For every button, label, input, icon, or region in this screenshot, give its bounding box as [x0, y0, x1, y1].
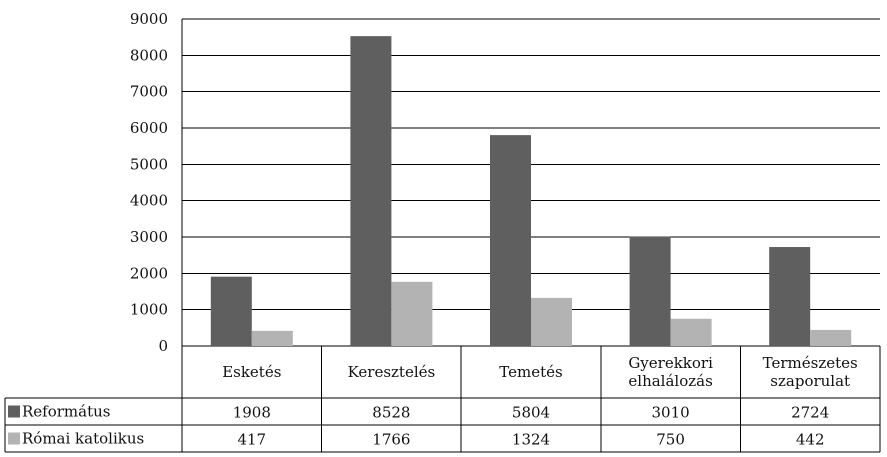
bar-romai-katolikus [810, 329, 852, 346]
data-table-value: 3010 [652, 404, 690, 422]
bar-reformatus [350, 36, 392, 347]
bar-romai-katolikus [670, 318, 712, 346]
data-table-value: 1766 [372, 431, 410, 449]
legend-label: Református [22, 403, 110, 421]
bar-reformatus [210, 276, 252, 346]
bar-romai-katolikus [391, 281, 433, 346]
data-table-value: 5804 [512, 404, 550, 422]
bar-romai-katolikus [531, 297, 572, 346]
category-label: Keresztelés [348, 363, 436, 381]
category-label: Természetes [763, 354, 858, 372]
data-table-value: 417 [237, 431, 266, 449]
y-tick-label: 2000 [130, 264, 168, 282]
data-table-value: 750 [656, 431, 685, 449]
data-table-value: 1324 [512, 431, 550, 449]
y-tick-label: 4000 [130, 192, 168, 210]
data-table-value: 1908 [233, 404, 271, 422]
y-tick-label: 6000 [130, 119, 168, 137]
y-tick-label: 0 [158, 337, 168, 355]
data-table-value: 2724 [791, 404, 829, 422]
category-label: Esketés [222, 363, 281, 381]
bar-romai-katolikus [251, 330, 293, 346]
data-table-value: 8528 [372, 404, 410, 422]
bar-reformatus [629, 236, 671, 346]
y-tick-label: 5000 [130, 155, 168, 173]
y-tick-label: 3000 [130, 228, 168, 246]
y-tick-label: 1000 [130, 301, 168, 319]
category-label: Gyerekkori [628, 354, 713, 372]
bar-reformatus [769, 247, 811, 346]
y-tick-label: 8000 [130, 46, 168, 64]
legend-label: Római katolikus [22, 430, 144, 448]
legend-swatch [8, 432, 20, 445]
category-label: szaporulat [770, 372, 850, 390]
bar-reformatus [490, 135, 531, 346]
y-tick-label: 9000 [130, 10, 168, 28]
category-label: Temetés [499, 363, 562, 381]
y-tick-label: 7000 [130, 83, 168, 101]
category-label: elhalálozás [628, 372, 712, 390]
legend-swatch [8, 405, 20, 418]
data-table-value: 442 [796, 431, 825, 449]
